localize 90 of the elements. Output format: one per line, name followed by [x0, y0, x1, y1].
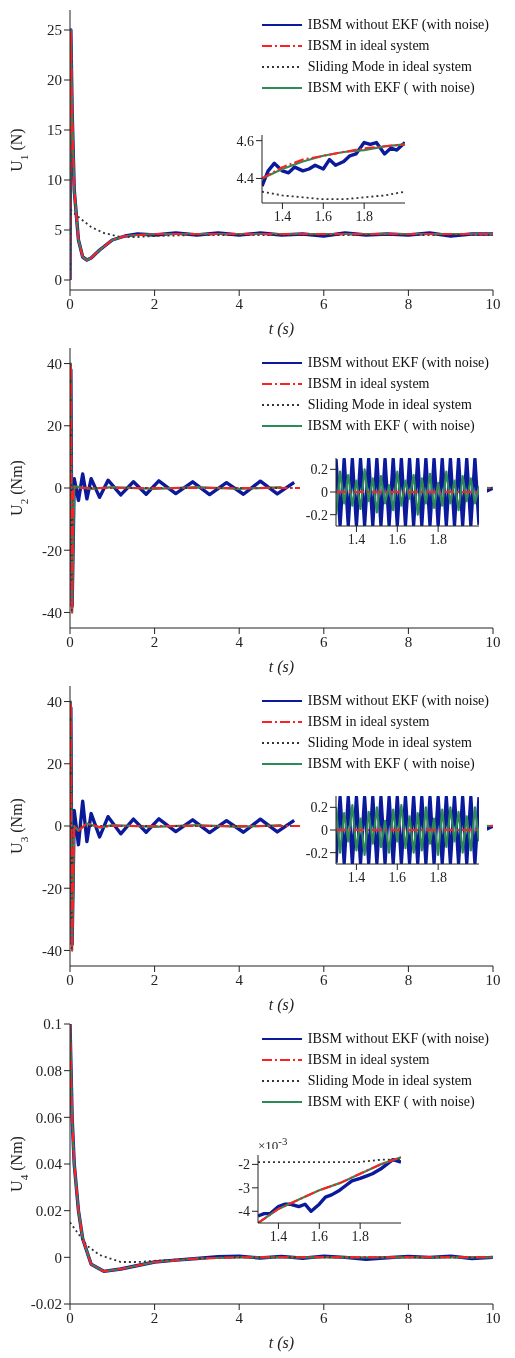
y-tick-label: 0.02 [35, 1202, 62, 1219]
x-axis-title: t (s) [268, 658, 295, 676]
x-tick-label: 8 [404, 295, 413, 312]
legend-label: IBSM with EKF ( with noise) [307, 79, 475, 97]
y-tick-label: 0.04 [35, 1156, 63, 1173]
x-tick-label: 1.4 [269, 1228, 288, 1244]
y-tick-label: 0.2 [310, 800, 328, 816]
x-tick-label: 8 [404, 633, 413, 650]
x-tick-label: 1.6 [388, 531, 407, 547]
legend-label: IBSM without EKF (with noise) [307, 692, 489, 710]
legend-label: IBSM with EKF ( with noise) [307, 755, 475, 773]
y-tick-label: 5 [54, 222, 62, 239]
y-tick-label: 20 [47, 418, 62, 435]
legend-label: IBSM in ideal system [307, 37, 430, 55]
y-tick-label: -4 [238, 1204, 250, 1220]
y-tick-label: 0.08 [35, 1062, 62, 1079]
x-tick-label: 0 [66, 1309, 74, 1326]
y-tick-label: -40 [42, 604, 62, 621]
y-tick-label: -0.2 [305, 845, 328, 861]
x-tick-label: 1.6 [314, 208, 333, 224]
x-tick-label: 1.6 [388, 869, 407, 885]
x-tick-label: 1.8 [351, 1228, 369, 1244]
legend-label: IBSM without EKF (with noise) [307, 1030, 489, 1048]
x-tick-label: 10 [485, 295, 501, 312]
y-tick-label: 0 [54, 818, 62, 835]
y-tick-label: -3 [238, 1180, 250, 1196]
x-axis-title: t (s) [268, 1334, 295, 1352]
legend-label: IBSM with EKF ( with noise) [307, 417, 475, 435]
x-tick-label: 10 [485, 1309, 501, 1326]
y-tick-label: 0 [54, 480, 62, 497]
legend-label: IBSM without EKF (with noise) [307, 16, 489, 34]
y-tick-label: -20 [42, 542, 62, 559]
x-tick-label: 2 [150, 633, 159, 650]
y-tick-label: -20 [42, 880, 62, 897]
legend-label: IBSM with EKF ( with noise) [307, 1093, 475, 1111]
y-tick-label: -2 [238, 1157, 250, 1173]
x-tick-label: 4 [235, 633, 244, 650]
x-tick-label: 8 [404, 971, 413, 988]
y-tick-label: 0.2 [310, 462, 328, 478]
y-tick-label: 0 [54, 1249, 62, 1266]
y-tick-label: 0 [321, 484, 328, 500]
x-tick-label: 2 [150, 971, 159, 988]
y-tick-label: -40 [42, 942, 62, 959]
x-tick-label: 2 [150, 295, 159, 312]
x-tick-label: 10 [485, 971, 501, 988]
x-tick-label: 1.4 [347, 869, 366, 885]
legend-label: IBSM without EKF (with noise) [307, 354, 489, 372]
y-tick-label: 0 [321, 822, 328, 838]
x-tick-label: 1.6 [310, 1228, 329, 1244]
x-axis-title: t (s) [268, 996, 295, 1014]
y-tick-label: 10 [47, 172, 62, 189]
y-tick-label: 20 [47, 756, 62, 773]
x-tick-label: 6 [320, 295, 329, 312]
y-tick-label: 25 [47, 22, 62, 39]
y-tick-label: 40 [47, 693, 62, 710]
x-tick-label: 1.4 [273, 208, 292, 224]
legend-label: Sliding Mode in ideal system [307, 734, 472, 752]
y-tick-label: 0.06 [35, 1109, 63, 1126]
legend-label: Sliding Mode in ideal system [307, 1072, 472, 1090]
x-tick-label: 6 [320, 971, 329, 988]
y-tick-label: 0 [54, 272, 62, 289]
x-tick-label: 4 [235, 295, 244, 312]
x-tick-label: 4 [235, 1309, 244, 1326]
y-tick-label: -0.02 [30, 1296, 62, 1313]
x-tick-label: 8 [404, 1309, 413, 1326]
x-tick-label: 1.8 [429, 869, 447, 885]
x-tick-label: 1.8 [429, 531, 447, 547]
x-tick-label: 6 [320, 633, 329, 650]
y-tick-label: 15 [47, 122, 62, 139]
legend-label: Sliding Mode in ideal system [307, 396, 472, 414]
x-tick-label: 2 [150, 1309, 159, 1326]
x-axis-title: t (s) [268, 320, 295, 338]
x-tick-label: 4 [235, 971, 244, 988]
y-tick-label: 0.1 [43, 1016, 62, 1033]
x-tick-label: 0 [66, 971, 74, 988]
x-tick-label: 0 [66, 295, 74, 312]
x-tick-label: 10 [485, 633, 501, 650]
y-tick-label: 4.6 [236, 133, 254, 149]
legend-label: Sliding Mode in ideal system [307, 58, 472, 76]
legend-label: IBSM in ideal system [307, 375, 430, 393]
y-tick-label: 20 [47, 72, 62, 89]
x-tick-label: 0 [66, 633, 74, 650]
x-tick-label: 6 [320, 1309, 329, 1326]
x-tick-label: 1.8 [355, 208, 373, 224]
legend-label: IBSM in ideal system [307, 1051, 430, 1069]
legend-label: IBSM in ideal system [307, 713, 430, 731]
y-tick-label: 40 [47, 355, 62, 372]
y-tick-label: -0.2 [305, 507, 328, 523]
y-tick-label: 4.4 [236, 171, 254, 187]
x-tick-label: 1.4 [347, 531, 366, 547]
